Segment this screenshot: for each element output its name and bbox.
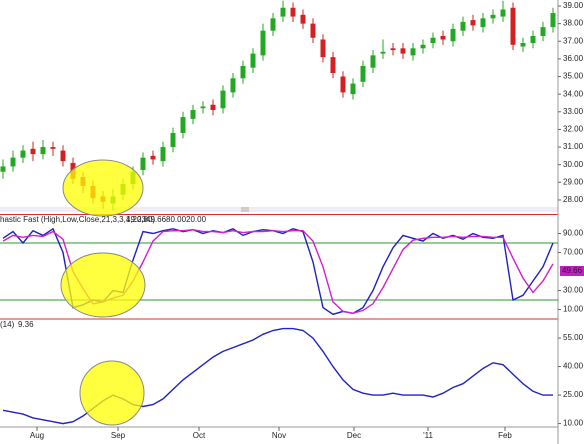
candle-body — [140, 157, 146, 170]
candle-body — [240, 65, 246, 79]
candle-body — [190, 110, 196, 119]
x-tick-label: Nov — [272, 431, 286, 440]
y-tick-label: 39.00 — [563, 1, 584, 10]
candle-body — [550, 13, 556, 28]
candle-body — [400, 48, 406, 54]
x-tick-label: '11 — [423, 431, 433, 440]
candle-body — [300, 14, 306, 24]
candle-body — [540, 27, 546, 36]
panel-title: (14) — [0, 320, 15, 329]
highlight-circle — [60, 252, 146, 318]
x-tick-label: Oct — [193, 431, 206, 440]
candle-body — [380, 51, 386, 54]
candle-body — [160, 147, 166, 162]
candle-body — [290, 7, 296, 17]
highlight-circle — [62, 159, 144, 217]
x-tick-label: Feb — [498, 431, 512, 440]
y-tick-label: 32.00 — [563, 125, 584, 134]
candle-body — [230, 78, 236, 93]
y-tick-label: 28.00 — [563, 195, 584, 204]
candle-body — [320, 39, 326, 58]
y-tick-label: 25.00 — [563, 390, 584, 399]
y-tick-label: 30.00 — [563, 160, 584, 169]
y-tick-label: 31.00 — [563, 142, 584, 151]
candle-body — [460, 21, 466, 31]
candle-body — [250, 53, 256, 68]
candle-body — [20, 150, 26, 158]
marker-box — [560, 266, 584, 276]
scroll-bar[interactable] — [0, 207, 558, 212]
candle-body — [330, 57, 336, 73]
y-tick-label: 36.00 — [563, 54, 584, 63]
candle-body — [10, 157, 16, 167]
candle-body — [470, 20, 476, 26]
candle-body — [520, 43, 526, 47]
y-tick-label: 55.00 — [563, 333, 584, 342]
candle-body — [310, 23, 316, 38]
y-tick-label: 10.00 — [563, 419, 584, 428]
candle-body — [0, 166, 6, 172]
x-tick-label: Sep — [111, 431, 126, 440]
candle-body — [480, 18, 486, 28]
marker-label: 49.66 — [562, 266, 583, 275]
y-tick-label: 90.00 — [563, 229, 584, 238]
y-tick-label: 37.00 — [563, 36, 584, 45]
candle-body — [350, 83, 356, 95]
candle-body — [260, 30, 266, 56]
y-tick-label: 33.00 — [563, 107, 584, 116]
candle-body — [50, 147, 56, 149]
candle-body — [180, 117, 186, 133]
candle-body — [340, 76, 346, 93]
candle-body — [440, 35, 446, 40]
readout: 49.66 — [146, 215, 167, 224]
candle-body — [60, 150, 66, 162]
readout: 20.00 — [186, 215, 207, 224]
readout: 49.23 — [126, 215, 147, 224]
x-tick-label: Dec — [347, 431, 361, 440]
x-tick-label: Aug — [30, 431, 44, 440]
candle-body — [500, 9, 506, 17]
candle-body — [430, 37, 436, 44]
y-tick-label: 34.00 — [563, 89, 584, 98]
candle-body — [370, 55, 376, 68]
candle-body — [450, 28, 456, 42]
candle-body — [530, 35, 536, 44]
candle-body — [410, 48, 416, 56]
y-tick-label: 70.00 — [563, 248, 584, 257]
candle-body — [150, 155, 156, 160]
candle-body — [490, 14, 496, 19]
candle-body — [420, 44, 426, 49]
candle-body — [360, 65, 366, 82]
candle-body — [510, 7, 516, 45]
readout: 9.36 — [18, 320, 34, 329]
scroll-thumb[interactable] — [241, 207, 249, 212]
candle-body — [270, 18, 276, 31]
candle-body — [390, 48, 396, 51]
panel-title: hastic Fast (High,Low,Close,21,3,3,1,20,… — [0, 215, 156, 224]
candle-body — [30, 148, 36, 155]
y-tick-label: 10.00 — [563, 305, 584, 314]
y-tick-label: 40.00 — [563, 362, 584, 371]
candle-body — [40, 147, 46, 155]
y-tick-label: 29.00 — [563, 177, 584, 186]
highlight-circle — [79, 360, 145, 426]
y-tick-label: 35.00 — [563, 72, 584, 81]
candle-body — [210, 104, 216, 111]
candle-body — [170, 132, 176, 148]
y-tick-label: 30.00 — [563, 286, 584, 295]
candle-body — [280, 7, 286, 17]
y-tick-label: 38.00 — [563, 19, 584, 28]
readout: 80.00 — [166, 215, 187, 224]
candle-body — [200, 106, 206, 109]
candle-body — [220, 90, 226, 109]
